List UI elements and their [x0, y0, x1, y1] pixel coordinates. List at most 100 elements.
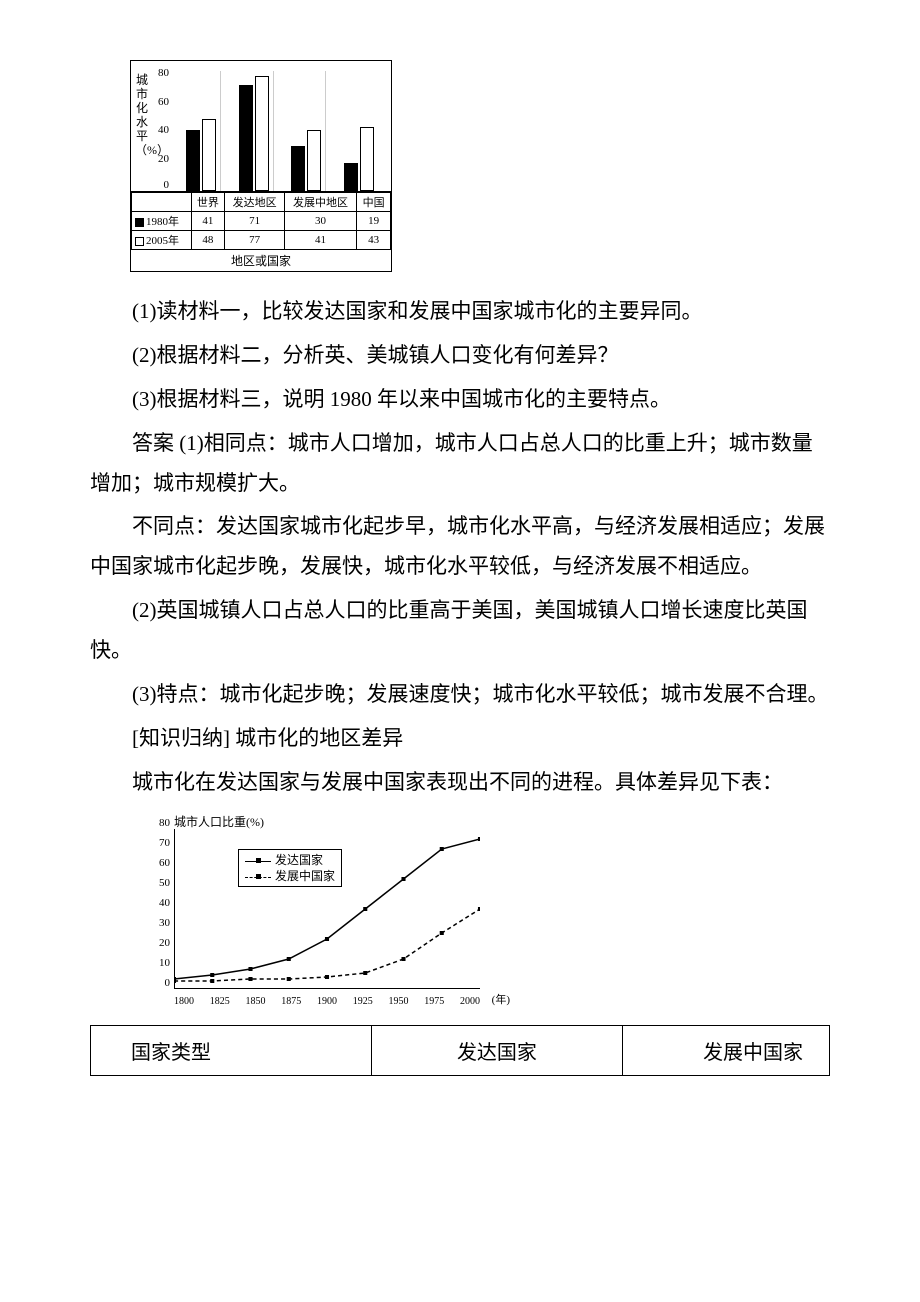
bar-group — [182, 71, 221, 191]
ytick2: 70 — [159, 837, 170, 849]
chart2-x-ticks: 1800 1825 1850 1875 1900 1925 1950 1975 … — [174, 996, 480, 1007]
chart2-frame: 城市人口比重(%) 80 70 60 50 40 30 20 10 0 发达国家… — [130, 813, 490, 1013]
chart2-legend: 发达国家 发展中国家 — [238, 849, 342, 887]
answer-1-text: (1)相同点：城市人口增加，城市人口占总人口的比重上升；城市数量增加；城市规模扩… — [90, 431, 813, 495]
data-marker-icon — [440, 847, 444, 851]
ytick2: 10 — [159, 957, 170, 969]
xtick: 1900 — [317, 996, 337, 1007]
y-axis-line — [174, 829, 175, 989]
chart1-table-row-2005: 2005年 48 77 41 43 — [132, 231, 391, 250]
data-marker-icon — [210, 973, 214, 977]
data-marker-icon — [401, 957, 405, 961]
answer-3: (3)特点：城市化起步晚；发展速度快；城市化水平较低；城市发展不合理。 — [90, 675, 830, 715]
xtick: 1800 — [174, 996, 194, 1007]
ytick: 60 — [158, 96, 169, 108]
xtick: 1850 — [246, 996, 266, 1007]
chart2-y-ticks: 80 70 60 50 40 30 20 10 0 — [150, 829, 172, 989]
xtick: 2000 — [460, 996, 480, 1007]
val: 19 — [357, 212, 391, 231]
table-row: 国家类型 发达国家 发展中国家 — [91, 1025, 830, 1075]
ytick: 80 — [158, 67, 169, 79]
chart1-cat: 发展中地区 — [284, 193, 356, 212]
val: 30 — [284, 212, 356, 231]
bar-group — [287, 71, 326, 191]
legend-square-white-icon — [135, 237, 144, 246]
chart1-table-row-1980: 1980年 41 71 30 19 — [132, 212, 391, 231]
ytick2: 50 — [159, 877, 170, 889]
ytick: 20 — [158, 153, 169, 165]
chart2-plot-area: 发达国家 发展中国家 — [174, 829, 480, 989]
ytick: 0 — [164, 179, 170, 191]
val: 48 — [191, 231, 225, 250]
chart2-title: 城市人口比重(%) — [174, 813, 264, 830]
data-marker-icon — [287, 977, 291, 981]
table-header-developed: 发达国家 — [371, 1025, 622, 1075]
bar — [202, 119, 216, 191]
developing-line — [174, 909, 480, 981]
data-marker-icon — [325, 937, 329, 941]
legend-dashed-line-icon — [245, 872, 271, 882]
series-name: 2005年 — [146, 235, 179, 247]
data-marker-icon — [363, 907, 367, 911]
chart1-cat: 世界 — [191, 193, 225, 212]
chart1-y-ticks: 80 60 40 20 0 — [151, 67, 171, 181]
chart1-bars — [175, 71, 385, 191]
answer-1-differences: 不同点：发达国家城市化起步早，城市化水平高，与经济发展相适应；发展中国家城市化起… — [90, 507, 830, 587]
ytick2: 30 — [159, 917, 170, 929]
question-2: (2)根据材料二，分析英、美城镇人口变化有何差异？ — [90, 336, 830, 376]
chart2-x-axis-label: (年) — [492, 991, 510, 1007]
answer-2: (2)英国城镇人口占总人口的比重高于美国，美国城镇人口增长速度比英国快。 — [90, 591, 830, 671]
bar — [307, 130, 321, 192]
question-1: (1)读材料一，比较发达国家和发展中国家城市化的主要异同。 — [90, 292, 830, 332]
bar — [291, 146, 305, 191]
chart1-data-table: 世界 发达地区 发展中地区 中国 1980年 41 71 30 19 2005年… — [131, 192, 391, 250]
chart1-cat: 发达地区 — [225, 193, 285, 212]
xtick: 1875 — [281, 996, 301, 1007]
data-marker-icon — [248, 967, 252, 971]
knowledge-summary-title: [知识归纳] 城市化的地区差异 — [90, 719, 830, 759]
data-marker-icon — [440, 931, 444, 935]
table-header-country-type: 国家类型 — [91, 1025, 372, 1075]
val: 43 — [357, 231, 391, 250]
chart1-y-axis-label: 城市化水平（%） — [135, 73, 149, 157]
bar — [186, 130, 200, 192]
comparison-table: 国家类型 发达国家 发展中国家 — [90, 1025, 830, 1076]
ytick2: 20 — [159, 937, 170, 949]
val: 77 — [225, 231, 285, 250]
data-marker-icon — [478, 837, 480, 841]
data-marker-icon — [363, 971, 367, 975]
legend-label-developing: 发展中国家 — [275, 869, 335, 883]
xtick: 1925 — [353, 996, 373, 1007]
question-3: (3)根据材料三，说明 1980 年以来中国城市化的主要特点。 — [90, 380, 830, 420]
bar — [239, 85, 253, 192]
urbanization-level-bar-chart: 城市化水平（%） 80 60 40 20 0 世界 发达地区 发展中地区 中国 — [130, 60, 830, 272]
data-marker-icon — [210, 979, 214, 983]
legend-square-black-icon — [135, 218, 144, 227]
bar-group — [340, 71, 378, 191]
x-axis-line — [174, 988, 480, 989]
ytick2: 80 — [159, 817, 170, 829]
data-marker-icon — [478, 907, 480, 911]
data-marker-icon — [287, 957, 291, 961]
data-marker-icon — [401, 877, 405, 881]
ytick: 40 — [158, 124, 169, 136]
val: 41 — [284, 231, 356, 250]
val: 41 — [191, 212, 225, 231]
bar — [344, 163, 358, 192]
bar — [360, 127, 374, 192]
ytick2: 60 — [159, 857, 170, 869]
val: 71 — [225, 212, 285, 231]
chart1-table-header-row: 世界 发达地区 发展中地区 中国 — [132, 193, 391, 212]
ytick2: 0 — [165, 977, 171, 989]
answer-1-similarities: 答案 (1)相同点：城市人口增加，城市人口占总人口的比重上升；城市数量增加；城市… — [90, 424, 830, 504]
xtick: 1975 — [424, 996, 444, 1007]
data-marker-icon — [248, 977, 252, 981]
answer-label: 答案 — [132, 431, 174, 455]
ytick2: 40 — [159, 897, 170, 909]
chart1-cat: 中国 — [357, 193, 391, 212]
chart1-plot-area: 城市化水平（%） 80 60 40 20 0 — [131, 61, 391, 192]
chart1-x-axis-label: 地区或国家 — [131, 250, 391, 271]
chart1-frame: 城市化水平（%） 80 60 40 20 0 世界 发达地区 发展中地区 中国 — [130, 60, 392, 272]
bar — [255, 76, 269, 192]
legend-solid-line-icon — [245, 856, 271, 866]
